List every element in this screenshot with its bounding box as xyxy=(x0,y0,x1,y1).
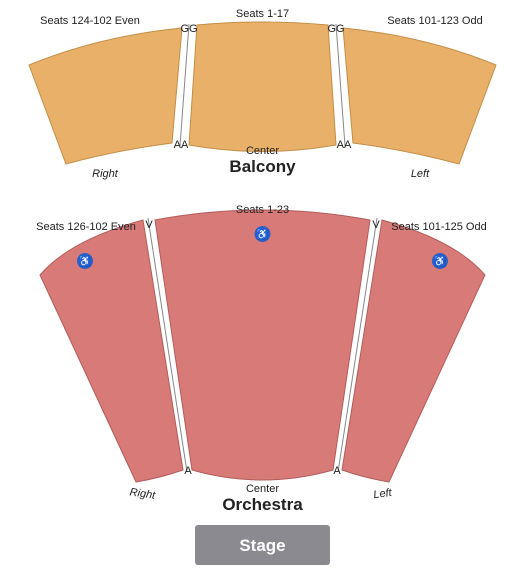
balcony-row-gg-left: GG xyxy=(180,23,197,35)
ada-icon: ♿ xyxy=(432,253,448,269)
svg-text:♿: ♿ xyxy=(79,255,91,268)
balcony-row-gg-right: GG xyxy=(327,23,344,35)
seating-chart: Stage Orchestra Center Seats 1-23 Seats … xyxy=(0,0,525,580)
orchestra-row-a-left: A xyxy=(184,465,192,477)
orchestra-left-seats: Seats 101-125 Odd xyxy=(391,221,486,233)
orchestra-label: Orchestra xyxy=(222,495,303,514)
ada-icon: ♿ xyxy=(77,253,93,269)
balcony-row-aa-left: AA xyxy=(174,139,189,151)
balcony-left-side: Left xyxy=(411,168,430,180)
balcony-center-label: Center xyxy=(246,145,279,157)
orchestra-left-side: Left xyxy=(373,487,394,502)
balcony-right-seats: Seats 124-102 Even xyxy=(40,15,140,27)
balcony-aisle-right xyxy=(336,24,345,146)
orchestra-center-section[interactable] xyxy=(155,210,370,480)
balcony-center-seats: Seats 1-17 xyxy=(236,8,289,20)
balcony-aisle-left xyxy=(180,24,189,146)
orchestra-row-v-left: V xyxy=(145,219,153,231)
balcony-label: Balcony xyxy=(229,157,296,176)
orchestra-center-label: Center xyxy=(246,483,279,495)
stage-label: Stage xyxy=(239,536,285,555)
balcony-center-section[interactable] xyxy=(189,22,336,152)
balcony-row-aa-right: AA xyxy=(337,139,352,151)
balcony-right-side: Right xyxy=(92,168,119,180)
orchestra-right-seats: Seats 126-102 Even xyxy=(36,221,136,233)
ada-icon: ♿ xyxy=(255,226,271,242)
svg-text:♿: ♿ xyxy=(256,228,268,241)
orchestra-center-seats: Seats 1-23 xyxy=(236,204,289,216)
orchestra-row-a-right: A xyxy=(333,465,341,477)
orchestra-row-v-right: V xyxy=(372,219,380,231)
balcony-right-section[interactable] xyxy=(29,28,182,164)
svg-text:♿: ♿ xyxy=(434,255,446,268)
balcony-left-section[interactable] xyxy=(343,28,496,164)
balcony-left-seats: Seats 101-123 Odd xyxy=(387,15,482,27)
orchestra-right-side: Right xyxy=(129,486,157,502)
